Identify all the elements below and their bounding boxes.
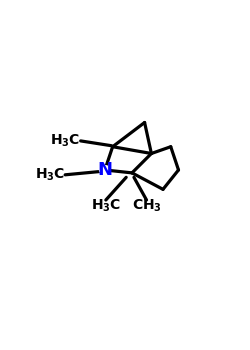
Text: $\mathregular{H_3C}$: $\mathregular{H_3C}$: [91, 198, 121, 215]
Text: $\mathregular{H_3C}$: $\mathregular{H_3C}$: [50, 133, 81, 149]
Text: $\mathregular{CH_3}$: $\mathregular{CH_3}$: [132, 198, 162, 215]
Text: N: N: [98, 161, 112, 179]
Text: $\mathregular{H_3C}$: $\mathregular{H_3C}$: [35, 167, 65, 183]
Ellipse shape: [100, 166, 110, 174]
